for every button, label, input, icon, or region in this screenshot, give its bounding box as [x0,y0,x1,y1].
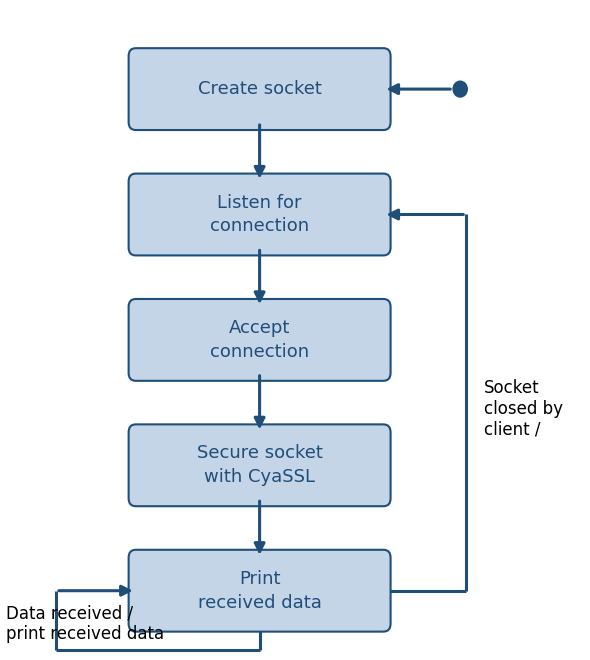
FancyBboxPatch shape [129,424,391,506]
Circle shape [453,81,467,97]
FancyBboxPatch shape [129,299,391,381]
Text: Accept
connection: Accept connection [210,319,309,361]
Text: Secure socket
with CyaSSL: Secure socket with CyaSSL [196,444,323,486]
Text: Data received /
print received data: Data received / print received data [6,605,164,643]
Text: Print
received data: Print received data [198,570,322,612]
Text: Create socket: Create socket [198,80,322,98]
FancyBboxPatch shape [129,174,391,255]
FancyBboxPatch shape [129,550,391,632]
Text: Socket
closed by
client /: Socket closed by client / [484,379,563,439]
FancyBboxPatch shape [129,48,391,130]
Text: Listen for
connection: Listen for connection [210,193,309,236]
